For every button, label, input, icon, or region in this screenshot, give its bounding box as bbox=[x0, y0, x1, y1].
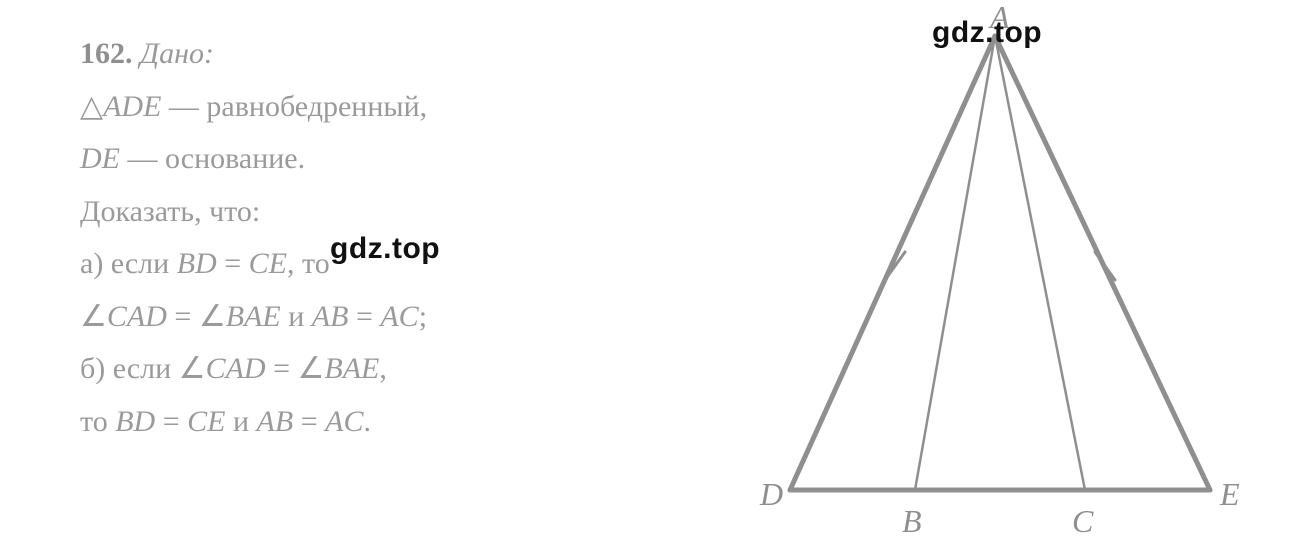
triangle-figure: ADEBC bbox=[720, 0, 1280, 547]
svg-text:B: B bbox=[902, 503, 922, 539]
triangle-name: ADE bbox=[103, 90, 161, 123]
angle4: ∠ bbox=[298, 352, 325, 385]
eq1: = bbox=[217, 247, 249, 280]
svg-text:C: C bbox=[1072, 503, 1094, 539]
b-then: то bbox=[80, 405, 115, 438]
a-ac: AC bbox=[380, 300, 418, 333]
angle2: ∠ bbox=[199, 300, 226, 333]
eq4: = bbox=[266, 352, 298, 385]
period: . bbox=[363, 405, 371, 438]
comma: , bbox=[379, 352, 387, 385]
semicolon: ; bbox=[419, 300, 427, 333]
b-cad: CAD bbox=[206, 352, 266, 385]
a-cad: CAD bbox=[107, 300, 167, 333]
and2: и bbox=[225, 405, 256, 438]
angle1: ∠ bbox=[80, 300, 107, 333]
watermark-top: gdz.top bbox=[932, 16, 1042, 50]
b-ce: CE bbox=[187, 405, 225, 438]
given-label: Дано: bbox=[140, 37, 214, 70]
part-a-label: а) если bbox=[80, 247, 177, 280]
triangle-symbol: △ bbox=[80, 90, 103, 123]
eq5: = bbox=[155, 405, 187, 438]
a-ce: CE bbox=[249, 247, 287, 280]
prove-label: Доказать, что: bbox=[80, 195, 260, 228]
a-ab: AB bbox=[312, 300, 349, 333]
watermark-center: gdz.top bbox=[330, 232, 440, 266]
line2-text: — равнобедренный, bbox=[161, 90, 427, 123]
b-bae: BAE bbox=[324, 352, 379, 385]
a-then: , то bbox=[287, 247, 330, 280]
part-b-label: б) если bbox=[80, 352, 179, 385]
angle3: ∠ bbox=[179, 352, 206, 385]
b-ac: AC bbox=[325, 405, 363, 438]
eq6: = bbox=[293, 405, 325, 438]
de-var: DE bbox=[80, 142, 120, 175]
a-bae: BAE bbox=[226, 300, 281, 333]
and1: и bbox=[281, 300, 312, 333]
a-bd: BD bbox=[177, 247, 217, 280]
svg-text:E: E bbox=[1219, 476, 1240, 512]
eq3: = bbox=[348, 300, 380, 333]
problem-number: 162. bbox=[80, 37, 133, 70]
svg-text:D: D bbox=[759, 476, 783, 512]
eq2: = bbox=[167, 300, 199, 333]
b-bd: BD bbox=[115, 405, 155, 438]
line3-text: — основание. bbox=[120, 142, 305, 175]
b-ab: AB bbox=[257, 405, 294, 438]
